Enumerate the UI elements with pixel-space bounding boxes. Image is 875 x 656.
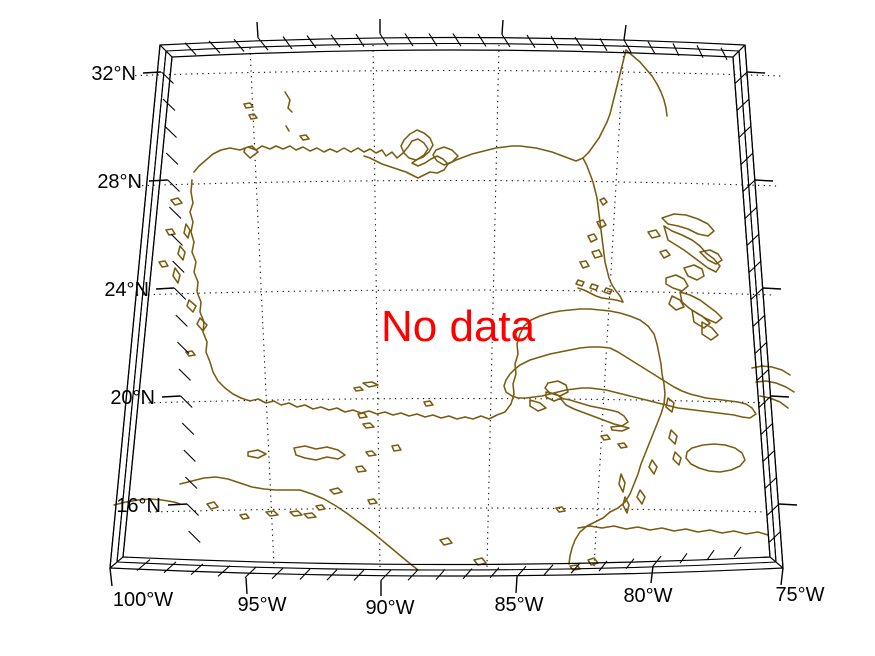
frame-left-inner xyxy=(122,56,173,558)
tick-right-lat-32 xyxy=(746,71,766,74)
ylabel-32N: 32°N xyxy=(91,63,136,85)
gridline-lat-20 xyxy=(142,397,771,404)
frame-right-mid xyxy=(738,50,777,563)
coast-isla-juventud xyxy=(544,380,569,397)
gridline-lon-95 xyxy=(249,47,275,567)
frame-right-outer xyxy=(744,44,784,569)
coast-laguna-terminos xyxy=(247,445,346,461)
gridline-lat-28 xyxy=(130,179,779,187)
frame-left-mid xyxy=(116,50,167,563)
graticule-grid xyxy=(123,44,783,568)
border-mexico-south xyxy=(179,476,301,491)
coast-mexico-south-gulf xyxy=(240,397,466,420)
tick-top-lon-85 xyxy=(501,19,504,35)
tick-lon-85 xyxy=(515,576,518,594)
coast-cuba xyxy=(503,346,757,419)
coast-yucatan xyxy=(464,308,666,513)
ylabel-16N: 16°N xyxy=(116,495,161,517)
coast-cayman xyxy=(600,425,630,441)
xlabel-85W: 85°W xyxy=(494,594,543,616)
tick-top-lon-80 xyxy=(623,24,627,40)
ylabel-24N: 24°N xyxy=(104,279,149,301)
frame-left-outer xyxy=(109,44,161,569)
coast-jamaica xyxy=(685,443,746,473)
coast-central-america xyxy=(568,511,769,565)
coast-cozumel-isla xyxy=(665,397,682,466)
xlabel-90W: 90°W xyxy=(365,597,414,619)
coast-small-cays xyxy=(158,102,628,571)
tick-lat-24 xyxy=(155,287,175,290)
tick-right-lat-16 xyxy=(778,503,798,506)
coastlines-layer xyxy=(113,49,795,571)
frame-bottom-rungs xyxy=(109,546,784,581)
coast-florida-peninsula-interior xyxy=(579,197,608,269)
tick-lat-20 xyxy=(161,395,181,398)
xlabel-80W: 80°W xyxy=(623,585,672,607)
tick-top-lon-95 xyxy=(256,21,259,38)
gridline-lat-16 xyxy=(149,507,767,513)
coast-mexico-barrier-islands xyxy=(172,223,208,332)
border-mexico-guatemala xyxy=(299,489,419,571)
tick-lat-32 xyxy=(142,71,162,74)
tick-lon-75 xyxy=(780,567,784,586)
tick-lon-80 xyxy=(650,566,654,584)
frame-inner xyxy=(122,49,771,566)
tick-right-lat-24 xyxy=(762,287,782,290)
ylabel-28N: 28°N xyxy=(97,171,142,193)
xlabel-100W: 100°W xyxy=(113,589,173,611)
frame-left-rungs xyxy=(109,44,201,569)
xlabel-75W: 75°W xyxy=(775,584,824,606)
coast-mexico-pacific-sliver xyxy=(113,498,181,506)
coast-bahamas xyxy=(647,213,723,341)
frame-right-inner xyxy=(732,56,771,558)
axis-labels: 32°N 28°N 24°N 20°N 16°N 100°W 95°W 90°W… xyxy=(91,63,824,619)
tick-lon-100 xyxy=(109,567,113,587)
coast-louisiana xyxy=(336,138,449,179)
coast-belize-reef xyxy=(618,459,658,514)
tick-lat-16 xyxy=(167,503,188,506)
tick-lat-28 xyxy=(148,179,168,182)
ylabel-20N: 20°N xyxy=(110,387,155,409)
tick-right-lat-28 xyxy=(754,179,774,182)
coast-florida-west xyxy=(582,157,624,303)
coast-florida-panhandle xyxy=(447,49,627,165)
coast-atlantic-southeast xyxy=(625,49,668,117)
no-data-annotation: No data xyxy=(381,302,536,351)
coast-texas-mexico xyxy=(189,91,338,399)
map-frame xyxy=(109,19,798,596)
tick-lon-95 xyxy=(245,577,248,595)
tick-right-lat-20 xyxy=(770,395,790,398)
xlabel-95W: 95°W xyxy=(237,594,286,616)
major-ticks xyxy=(109,19,798,596)
coast-florida-keys xyxy=(575,279,624,303)
